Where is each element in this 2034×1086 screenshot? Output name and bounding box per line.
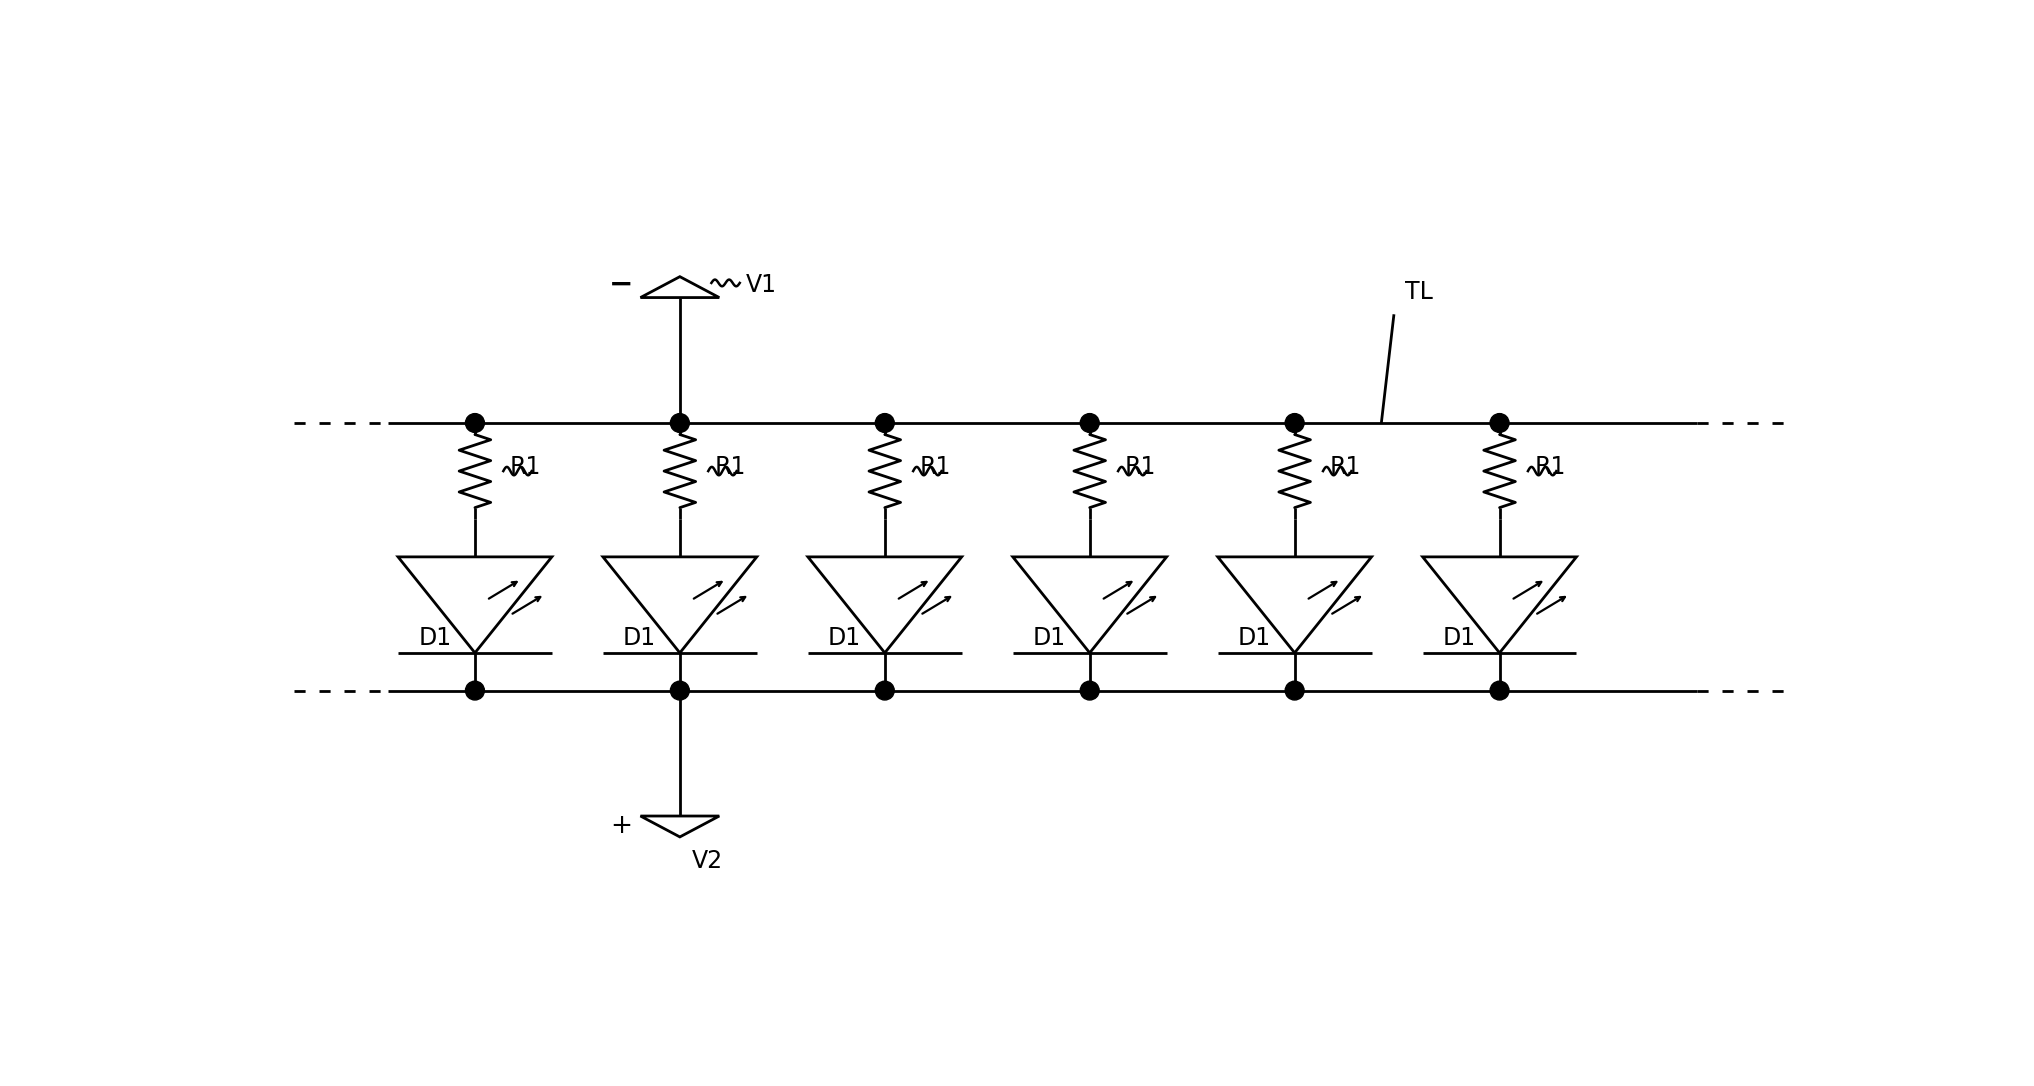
Ellipse shape <box>466 681 484 700</box>
Ellipse shape <box>466 414 484 432</box>
Text: R1: R1 <box>1125 455 1155 479</box>
Text: R1: R1 <box>1534 455 1566 479</box>
Text: −: − <box>608 272 633 299</box>
Ellipse shape <box>671 681 690 700</box>
Text: D1: D1 <box>1033 627 1066 651</box>
Text: D1: D1 <box>1239 627 1271 651</box>
Text: +: + <box>610 813 633 839</box>
Ellipse shape <box>671 414 690 432</box>
Text: V2: V2 <box>692 849 722 873</box>
Text: TL: TL <box>1405 280 1432 304</box>
Text: D1: D1 <box>1442 627 1477 651</box>
Text: R1: R1 <box>511 455 541 479</box>
Text: D1: D1 <box>622 627 657 651</box>
Text: D1: D1 <box>419 627 452 651</box>
Text: R1: R1 <box>714 455 746 479</box>
Text: V1: V1 <box>746 273 777 296</box>
Ellipse shape <box>1080 681 1098 700</box>
Ellipse shape <box>1491 681 1509 700</box>
Ellipse shape <box>875 681 895 700</box>
Text: R1: R1 <box>1330 455 1361 479</box>
Text: R1: R1 <box>919 455 950 479</box>
Ellipse shape <box>1285 414 1304 432</box>
Ellipse shape <box>1491 414 1509 432</box>
Text: D1: D1 <box>828 627 860 651</box>
Ellipse shape <box>1285 681 1304 700</box>
Ellipse shape <box>1080 414 1098 432</box>
Ellipse shape <box>875 414 895 432</box>
